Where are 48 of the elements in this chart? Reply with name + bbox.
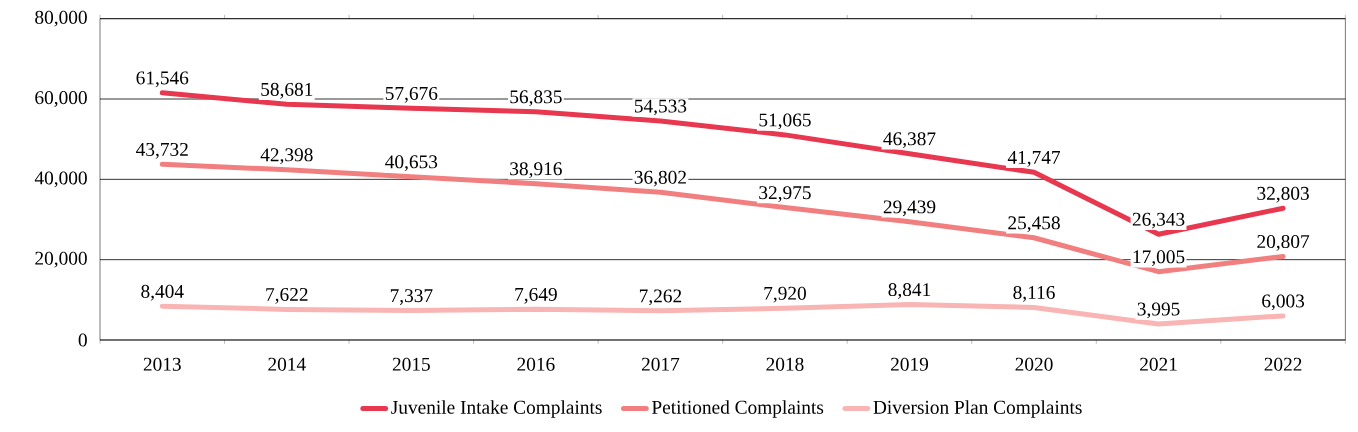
data-label: 38,916	[510, 162, 562, 179]
data-label: 17,005	[1133, 250, 1185, 267]
data-label: 7,920	[764, 286, 806, 303]
x-tick-label: 2014	[268, 357, 306, 371]
data-label: 29,439	[883, 200, 936, 217]
data-label: 7,262	[639, 289, 682, 306]
data-label: 56,835	[510, 90, 562, 107]
y-tick-label: 20,000	[35, 251, 87, 268]
legend-label: Juvenile Intake Complaints	[391, 400, 602, 418]
data-label: 26,343	[1132, 212, 1185, 229]
data-label: 8,404	[141, 284, 184, 301]
data-label: 7,622	[266, 288, 308, 304]
data-label: 7,649	[515, 287, 557, 304]
x-tick-label: 2020	[1015, 357, 1053, 371]
data-label: 36,802	[634, 170, 686, 187]
data-label: 54,533	[634, 99, 687, 116]
data-label: 8,116	[1013, 285, 1055, 302]
data-label: 25,458	[1008, 216, 1060, 233]
data-label: 42,398	[260, 148, 313, 165]
data-label: 7,337	[390, 289, 433, 305]
data-label: 32,975	[759, 186, 811, 202]
y-tick-label: 60,000	[35, 91, 87, 107]
data-label: 57,676	[385, 86, 438, 103]
x-tick-label: 2016	[517, 357, 555, 371]
data-label: 43,732	[136, 142, 188, 159]
data-label: 41,747	[1007, 150, 1061, 167]
legend-label: Diversion Plan Complaints	[873, 400, 1082, 418]
x-tick-label: 2017	[641, 357, 680, 371]
x-tick-label: 2015	[392, 357, 430, 371]
data-label: 46,387	[883, 132, 936, 149]
data-label: 58,681	[261, 82, 313, 99]
y-tick-label: 40,000	[34, 171, 87, 188]
data-label: 8,841	[888, 283, 931, 299]
x-tick-label: 2019	[891, 357, 929, 371]
legend-label: Petitioned Complaints	[651, 400, 824, 418]
y-tick-label: 0	[78, 333, 87, 347]
x-tick-label: 2022	[1264, 357, 1302, 371]
data-label: 61,546	[136, 71, 189, 88]
data-label: 32,803	[1257, 186, 1309, 203]
x-tick-label: 2021	[1140, 357, 1177, 371]
data-label: 3,995	[1137, 302, 1180, 319]
x-tick-label: 2018	[766, 357, 804, 371]
data-label: 6,003	[1262, 294, 1305, 311]
y-tick-label: 80,000	[35, 10, 87, 27]
x-tick-label: 2013	[143, 357, 181, 371]
data-label: 20,807	[1257, 234, 1310, 251]
data-label: 51,065	[759, 113, 811, 130]
data-label: 40,653	[385, 155, 438, 172]
